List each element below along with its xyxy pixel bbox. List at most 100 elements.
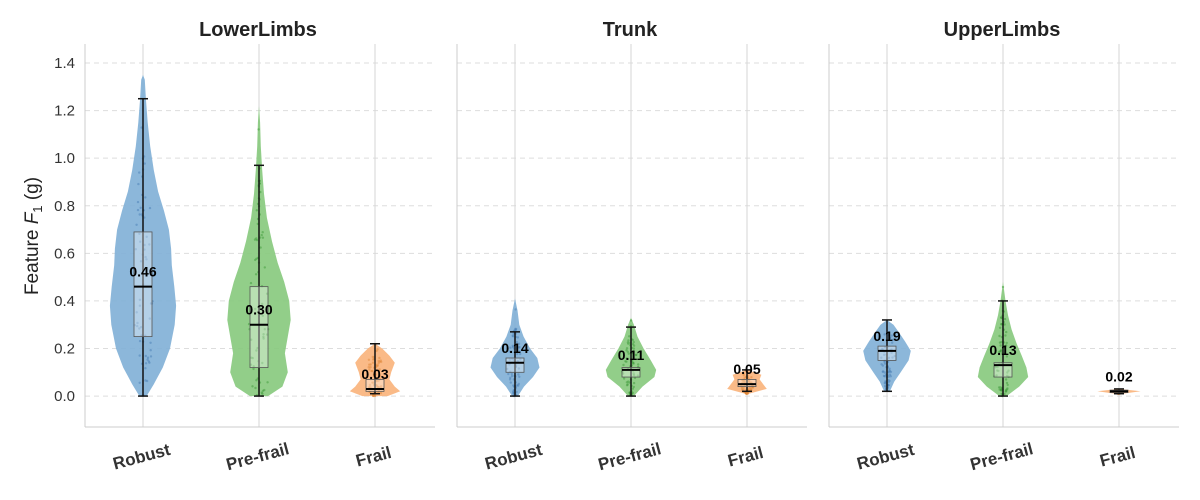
data-point [369, 363, 372, 366]
data-point [266, 381, 269, 384]
y-tick-label: 1.0 [54, 150, 75, 167]
data-point [888, 370, 892, 373]
data-point [996, 365, 999, 369]
data-point [139, 260, 143, 263]
data-point [140, 126, 143, 129]
median-label: 0.03 [361, 366, 388, 382]
data-point [146, 358, 149, 361]
data-point [891, 356, 894, 359]
data-point [256, 346, 259, 350]
iqr-box [133, 231, 153, 338]
data-point [134, 248, 137, 251]
data-point [1004, 390, 1007, 393]
data-point [637, 363, 640, 366]
data-point [1006, 387, 1009, 390]
data-point [880, 356, 883, 359]
data-point [251, 385, 254, 388]
data-point [509, 381, 512, 384]
data-point [1004, 334, 1007, 337]
data-point [1003, 392, 1006, 396]
data-point [745, 392, 748, 395]
y-tick-label: 0.2 [54, 340, 75, 357]
data-point [261, 314, 264, 317]
data-point [999, 344, 1002, 347]
data-point [144, 196, 147, 199]
data-point [252, 367, 255, 371]
data-point [1005, 381, 1009, 385]
data-point [261, 236, 265, 239]
panel-title: Trunk [603, 19, 658, 41]
data-point [517, 342, 521, 345]
data-point [379, 391, 383, 395]
x-tick-label: Pre-frail [596, 439, 663, 474]
data-point [135, 223, 138, 226]
data-point [631, 361, 634, 364]
data-point [624, 360, 627, 363]
data-point [373, 394, 377, 398]
data-point [255, 349, 258, 352]
data-point [368, 368, 371, 371]
data-point [145, 235, 148, 238]
data-point [743, 376, 746, 379]
data-point [511, 345, 515, 349]
data-point [261, 302, 264, 306]
data-point [372, 394, 375, 397]
y-tick-label: 0.6 [54, 245, 75, 262]
data-point [377, 359, 380, 363]
panel-lowerlimbs: LowerLimbs 0.0 0.2 0.4 0.6 0.8 1.0 1.2 1.4 0.46 Ro… [54, 19, 435, 474]
data-point [1000, 316, 1003, 319]
data-point [883, 362, 887, 365]
data-point [1006, 383, 1009, 387]
y-tick-label: 0.0 [54, 388, 75, 405]
data-point [253, 238, 257, 241]
data-point [148, 317, 151, 320]
data-point [263, 388, 266, 392]
data-point [880, 363, 883, 366]
data-point [367, 358, 371, 361]
y-axis-label-suffix: (g) [22, 177, 43, 206]
data-point [629, 319, 633, 322]
data-point [254, 386, 257, 390]
iqr-box [993, 362, 1013, 378]
x-tick-label: Frail [726, 443, 766, 471]
data-point [887, 356, 891, 359]
y-axis-label-subscript: 1 [30, 205, 45, 212]
data-point [138, 304, 142, 307]
data-point [742, 388, 745, 391]
data-point [890, 351, 893, 354]
data-point [883, 353, 886, 356]
data-point [1003, 317, 1007, 321]
data-point [375, 349, 378, 353]
x-tick-label: Frail [354, 443, 394, 471]
data-point [135, 311, 138, 314]
data-point [750, 376, 753, 379]
data-point [625, 349, 628, 352]
data-point [887, 375, 890, 378]
data-point [148, 361, 151, 364]
data-point [627, 339, 630, 342]
data-point [636, 374, 640, 377]
data-point [367, 366, 370, 369]
data-point [261, 392, 264, 395]
data-point [743, 380, 746, 383]
data-point [519, 358, 522, 361]
data-point [136, 324, 139, 328]
data-point [998, 341, 1002, 344]
y-tick-label: 0.8 [54, 198, 75, 215]
data-point [627, 342, 630, 345]
data-point [143, 162, 146, 165]
y-axis-label-prefix: Feature [22, 224, 43, 295]
data-point [378, 374, 382, 378]
data-point [508, 358, 511, 361]
data-point [370, 369, 373, 373]
data-point [259, 246, 262, 249]
data-point [139, 240, 142, 243]
data-point [516, 336, 520, 339]
data-point [261, 361, 264, 365]
data-point [257, 128, 260, 131]
data-point [255, 238, 259, 242]
data-point [146, 356, 150, 359]
data-point [138, 381, 141, 384]
x-tick-label: Robust [855, 440, 917, 474]
data-point [261, 231, 264, 234]
